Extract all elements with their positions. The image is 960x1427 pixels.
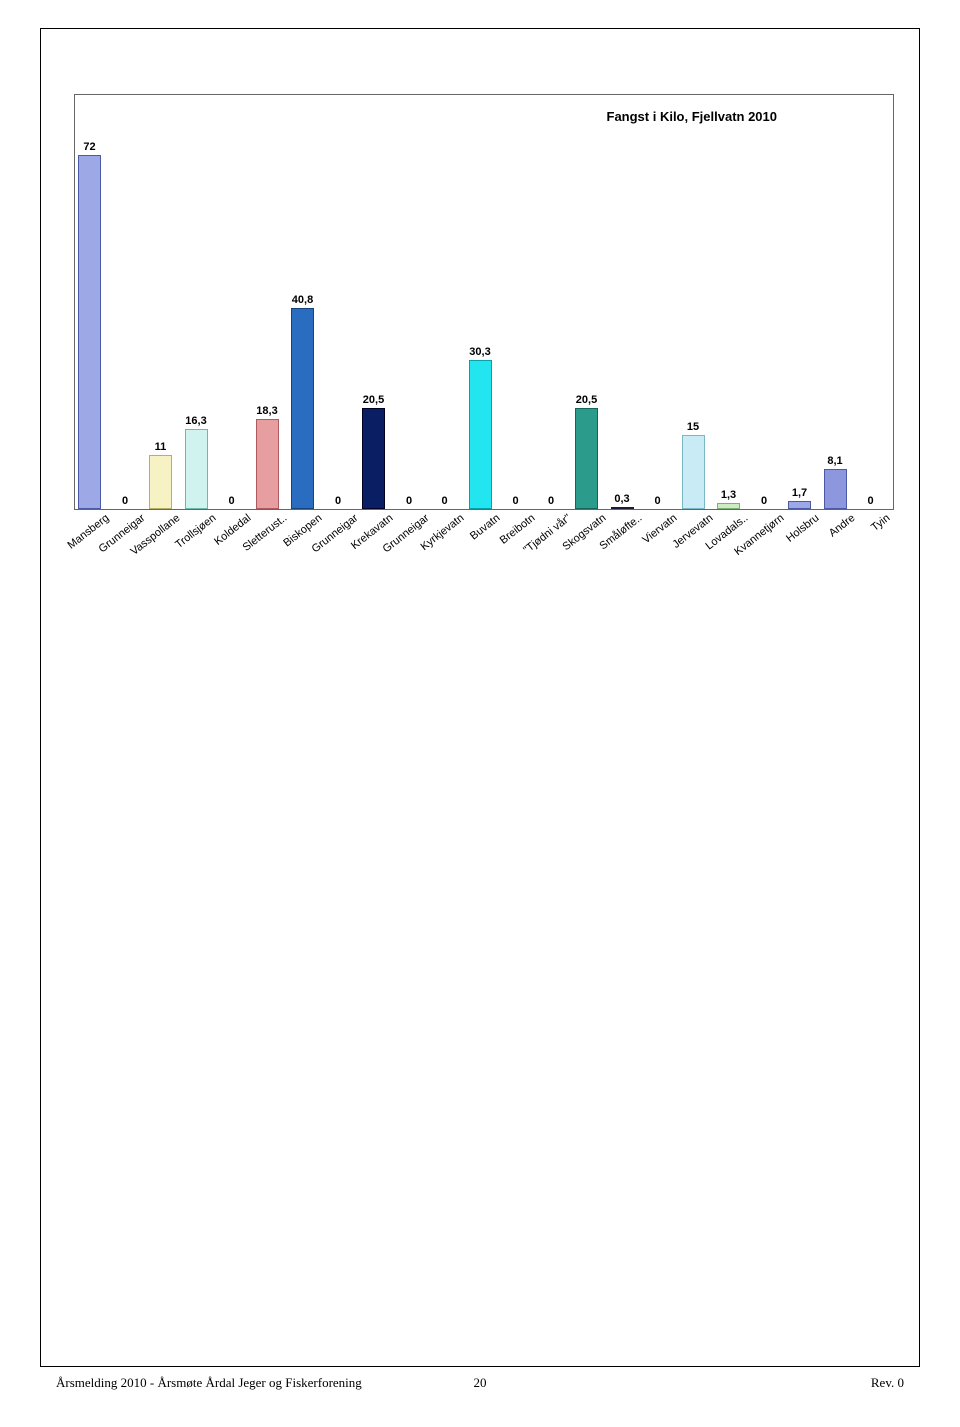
bar-6: 40,8 <box>291 294 314 509</box>
bar-12: 0 <box>504 495 527 509</box>
bar-value-label: 20,5 <box>363 394 384 406</box>
bar-rect <box>788 501 811 509</box>
bar-2: 11 <box>149 441 172 509</box>
bar-value-label: 0 <box>548 495 554 507</box>
bar-13: 0 <box>540 495 563 509</box>
bar-value-label: 11 <box>155 441 167 453</box>
bar-5: 18,3 <box>256 405 279 509</box>
bar-value-label: 0 <box>122 495 128 507</box>
bar-plot: 72 0 11 16,3 0 18,3 40,8 0 20,5 0 0 30,3 0 0 20,5 0,3 0 1… <box>75 95 893 509</box>
bar-rect <box>149 455 172 509</box>
bar-value-label: 0,3 <box>614 493 629 505</box>
bar-1: 0 <box>114 495 137 509</box>
bar-rect <box>717 503 740 509</box>
bar-value-label: 18,3 <box>256 405 277 417</box>
bar-value-label: 1,3 <box>721 489 736 501</box>
bar-rect <box>682 435 705 509</box>
bar-rect <box>291 308 314 509</box>
chart-area: Fangst i Kilo, Fjellvatn 2010 7201116,30… <box>74 94 894 510</box>
bar-7: 0 <box>327 495 350 509</box>
bar-4: 0 <box>220 495 243 509</box>
bar-8: 20,5 <box>362 394 385 509</box>
bar-rect <box>256 419 279 509</box>
bar-0: 72 <box>78 141 101 509</box>
bar-value-label: 0 <box>228 495 234 507</box>
x-axis-labels: MansbergGrunneigarVasspollaneTrollsjøenK… <box>74 512 892 552</box>
footer-right: Rev. 0 <box>871 1375 904 1391</box>
bar-rect <box>185 429 208 509</box>
bar-9: 0 <box>398 495 421 509</box>
bar-rect <box>362 408 385 509</box>
bar-value-label: 0 <box>512 495 518 507</box>
bar-15: 0,3 <box>611 493 634 509</box>
bar-21: 8,1 <box>824 455 847 509</box>
bar-value-label: 0 <box>406 495 412 507</box>
bar-16: 0 <box>646 495 669 509</box>
bar-value-label: 8,1 <box>827 455 842 467</box>
bar-3: 16,3 <box>185 415 208 509</box>
bar-rect <box>78 155 101 509</box>
bar-value-label: 0 <box>761 495 767 507</box>
bar-value-label: 0 <box>654 495 660 507</box>
bar-value-label: 72 <box>83 141 95 153</box>
bar-value-label: 1,7 <box>792 487 807 499</box>
bar-value-label: 0 <box>335 495 341 507</box>
bar-10: 0 <box>433 495 456 509</box>
bar-value-label: 15 <box>687 421 699 433</box>
bar-value-label: 30,3 <box>469 346 490 358</box>
document-page: Fangst i Kilo, Fjellvatn 2010 7201116,30… <box>0 0 960 1427</box>
page-footer: Årsmelding 2010 - Årsmøte Årdal Jeger og… <box>56 1375 904 1391</box>
bar-11: 30,3 <box>469 346 492 509</box>
bar-20: 1,7 <box>788 487 811 509</box>
bar-value-label: 20,5 <box>576 394 597 406</box>
bar-value-label: 0 <box>867 495 873 507</box>
footer-page-number: 20 <box>474 1375 487 1391</box>
bar-17: 15 <box>682 421 705 509</box>
bar-rect <box>611 507 634 509</box>
bar-value-label: 16,3 <box>185 415 206 427</box>
bar-22: 0 <box>859 495 882 509</box>
bar-value-label: 40,8 <box>292 294 313 306</box>
bar-rect <box>469 360 492 509</box>
bar-rect <box>824 469 847 509</box>
footer-left: Årsmelding 2010 - Årsmøte Årdal Jeger og… <box>56 1375 362 1391</box>
bar-14: 20,5 <box>575 394 598 509</box>
bar-rect <box>575 408 598 509</box>
bar-value-label: 0 <box>441 495 447 507</box>
bar-19: 0 <box>753 495 776 509</box>
bar-18: 1,3 <box>717 489 740 509</box>
